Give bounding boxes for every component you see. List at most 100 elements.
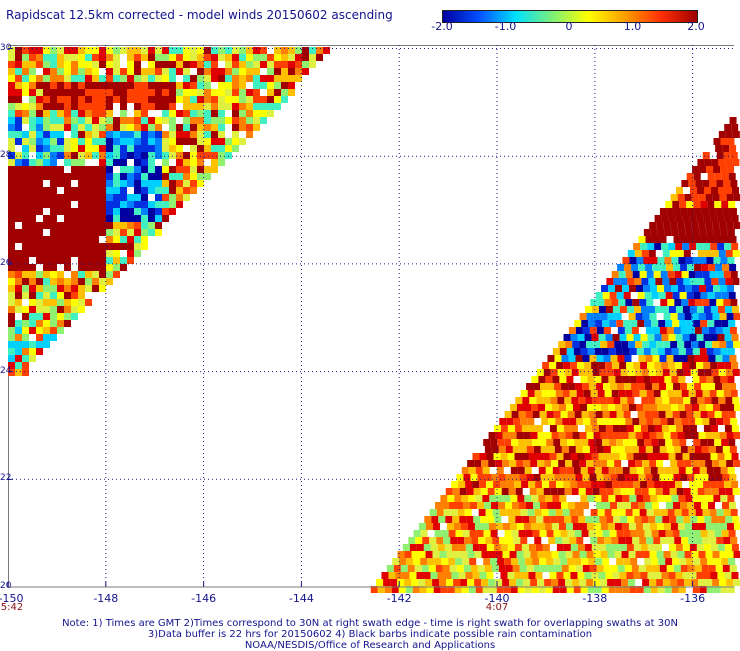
- wind-cell: [92, 271, 99, 278]
- wind-cell: [471, 537, 479, 544]
- wind-cell: [78, 96, 85, 103]
- wind-cell: [127, 194, 134, 201]
- wind-cell: [43, 299, 50, 306]
- wind-cell: [733, 523, 740, 530]
- colorbar-tick-label: 1.0: [623, 20, 642, 33]
- wind-cell: [8, 348, 15, 355]
- wind-cell: [677, 313, 685, 320]
- wind-cell: [564, 397, 572, 404]
- wind-cell: [440, 586, 448, 593]
- wind-cell: [148, 229, 155, 236]
- wind-cell: [406, 558, 414, 565]
- wind-cell: [607, 460, 615, 467]
- wind-cell: [665, 292, 673, 299]
- wind-cell: [8, 187, 15, 194]
- wind-cell: [15, 152, 22, 159]
- wind-cell: [436, 537, 444, 544]
- wind-cell: [627, 516, 635, 523]
- wind-cell: [707, 530, 715, 537]
- wind-cell: [71, 117, 78, 124]
- wind-cell: [548, 418, 556, 425]
- wind-cell: [686, 411, 694, 418]
- wind-cell: [169, 61, 176, 68]
- wind-cell: [211, 152, 218, 159]
- wind-cell: [530, 460, 538, 467]
- wind-cell: [445, 516, 453, 523]
- wind-cell: [398, 586, 406, 593]
- wind-cell: [274, 89, 281, 96]
- wind-cell: [204, 152, 211, 159]
- wind-cell: [729, 208, 737, 215]
- wind-cell: [513, 509, 521, 516]
- wind-cell: [678, 495, 686, 502]
- wind-cell: [516, 460, 524, 467]
- wind-cell: [615, 348, 623, 355]
- wind-cell: [624, 327, 632, 334]
- wind-cell: [706, 586, 714, 593]
- wind-cell: [197, 89, 204, 96]
- wind-cell: [625, 390, 633, 397]
- wind-cell: [671, 495, 679, 502]
- wind-cell: [232, 103, 239, 110]
- wind-cell: [29, 285, 36, 292]
- wind-cell: [712, 313, 720, 320]
- wind-cell: [624, 264, 632, 271]
- wind-cell: [547, 383, 555, 390]
- wind-cell: [85, 243, 92, 250]
- wind-cell: [726, 432, 734, 439]
- wind-cell: [78, 103, 85, 110]
- wind-cell: [658, 320, 666, 327]
- wind-cell: [706, 285, 714, 292]
- wind-cell: [50, 47, 57, 54]
- wind-cell: [535, 425, 543, 432]
- wind-cell: [582, 565, 590, 572]
- wind-cell: [64, 152, 71, 159]
- wind-cell: [705, 432, 713, 439]
- wind-cell: [714, 201, 722, 208]
- wind-cell: [687, 502, 695, 509]
- wind-cell: [232, 110, 239, 117]
- wind-cell: [15, 215, 22, 222]
- colorbar-tick-label: -2.0: [431, 20, 453, 33]
- wind-cell: [667, 271, 675, 278]
- wind-cell: [424, 516, 432, 523]
- wind-cell: [691, 523, 699, 530]
- wind-cell: [36, 110, 43, 117]
- wind-cell: [596, 565, 604, 572]
- wind-cell: [692, 586, 700, 593]
- wind-cell: [659, 264, 667, 271]
- wind-cell: [579, 313, 587, 320]
- wind-cell: [542, 453, 550, 460]
- wind-cell: [694, 383, 702, 390]
- wind-cell: [490, 530, 498, 537]
- wind-cell: [483, 558, 491, 565]
- wind-cell: [92, 222, 99, 229]
- wind-cell: [627, 397, 635, 404]
- wind-cell: [421, 565, 429, 572]
- wind-cell: [687, 565, 695, 572]
- wind-cell: [581, 439, 589, 446]
- wind-cell: [717, 481, 725, 488]
- wind-cell: [668, 425, 676, 432]
- wind-cell: [598, 425, 606, 432]
- wind-cell: [579, 404, 587, 411]
- wind-cell: [498, 565, 506, 572]
- wind-cell: [628, 341, 636, 348]
- wind-cell: [721, 558, 729, 565]
- wind-cell: [127, 201, 134, 208]
- wind-cell: [64, 250, 71, 257]
- wind-cell: [602, 320, 610, 327]
- wind-cell: [537, 523, 545, 530]
- wind-cell: [430, 544, 438, 551]
- wind-cell: [590, 390, 598, 397]
- swath-time-label: 5:42: [0, 602, 24, 613]
- wind-cell: [470, 474, 478, 481]
- wind-cell: [15, 82, 22, 89]
- wind-cell: [120, 222, 127, 229]
- wind-cell: [710, 306, 718, 313]
- wind-cell: [575, 327, 583, 334]
- wind-cell: [127, 173, 134, 180]
- wind-cell: [467, 523, 475, 530]
- wind-cell: [698, 579, 706, 586]
- wind-cell: [22, 68, 29, 75]
